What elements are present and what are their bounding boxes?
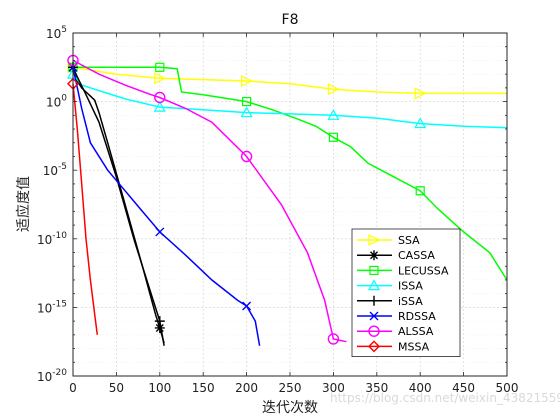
y-tick-label: 10-20 [37, 368, 67, 384]
data-point-issa [153, 100, 166, 112]
data-point-rdssa [155, 227, 165, 237]
legend-marker-issa [367, 279, 381, 291]
x-tick-label: 100 [148, 381, 171, 395]
legend-marker-ssa [368, 234, 381, 246]
legend-marker-rdssa [369, 311, 379, 321]
axis-ticks: 0 50 100 150 200 250 300 350 400 450 500 105 100 10-5… [37, 25, 518, 395]
x-tick-label: 350 [365, 381, 388, 395]
data-point-lecussa [328, 132, 338, 142]
legend-label-cassa: CASSA [398, 249, 435, 262]
legend-label-ssa: SSA [398, 234, 420, 247]
series-line-mssa [72, 83, 99, 335]
legend-item-ssa: SSA [357, 234, 420, 247]
data-point-alssa [240, 150, 253, 163]
x-tick-label: 500 [496, 381, 519, 395]
legend-label-issa: ISSA [398, 280, 423, 293]
data-point-cassa [154, 322, 165, 333]
x-axis-label: 迭代次数 [262, 400, 318, 416]
y-tick-label: 10-15 [37, 299, 67, 315]
y-tick-label: 100 [46, 94, 67, 110]
x-tick-label: 50 [109, 381, 124, 395]
data-point-issa [327, 109, 340, 120]
legend-label-mssa: MSSA [398, 340, 430, 353]
series-ssa [67, 61, 507, 100]
series-line-lecussa [73, 66, 508, 281]
y-tick-label: 105 [46, 25, 67, 41]
legend-marker-mssa [368, 340, 380, 353]
series-line-issa [72, 73, 508, 129]
legend-item-mssa: MSSA [357, 340, 430, 353]
series-issa [66, 67, 508, 129]
data-point-ssa [241, 75, 253, 87]
legend-label-rdssa: RDSSA [398, 310, 436, 323]
legend-item-rdssa: RDSSA [357, 310, 436, 323]
x-tick-label: 250 [279, 381, 302, 395]
series-line-alssa [72, 59, 347, 343]
watermark-text: https://blog.csdn.net/weixin_43821559 [330, 391, 560, 405]
data-point-issa [240, 106, 253, 118]
data-point-alssa [154, 91, 166, 104]
x-tick-label: 200 [235, 381, 258, 395]
data-point-alssa [327, 333, 340, 345]
legend-item-issa: iSSA [357, 295, 423, 308]
data-point-lecussa [242, 96, 252, 107]
data-point-issa [154, 316, 165, 327]
legend-item-issa: ISSA [357, 279, 423, 293]
x-tick-label: 400 [409, 381, 432, 395]
data-point-ssa [414, 87, 427, 100]
y-tick-label: 10-5 [43, 162, 67, 178]
series-line-issa [72, 66, 165, 346]
legend-marker-issa [369, 295, 379, 306]
legend-label-issa: iSSA [398, 295, 423, 308]
series-line-ssa [72, 66, 507, 95]
legend-label-alssa: ALSSA [398, 325, 434, 338]
chart-title: F8 [282, 12, 299, 28]
legend-item-alssa: ALSSA [357, 325, 434, 338]
series-line-cassa [72, 67, 165, 344]
legend-label-lecussa: LECUSSA [398, 264, 449, 277]
legend-marker-cassa [369, 250, 379, 261]
x-tick-label: 300 [322, 381, 345, 395]
series-lecussa [68, 62, 508, 281]
data-point-issa [414, 117, 427, 129]
data-point-rdssa [242, 301, 252, 311]
x-tick-label: 450 [452, 381, 475, 395]
legend-box [351, 228, 461, 357]
series-layer [66, 54, 508, 346]
legend-item-cassa: CASSA [357, 249, 435, 262]
x-tick-label: 150 [192, 381, 215, 395]
legend-marker-lecussa [369, 265, 379, 275]
x-tick-label: 0 [69, 381, 77, 395]
legend-marker-alssa [368, 325, 380, 337]
data-point-ssa [154, 72, 167, 85]
legend-item-lecussa: LECUSSA [357, 264, 449, 277]
legend: SSA CASSA LECUSSA ISSA iSSA RDSSA ALSSA MSSA [351, 228, 461, 357]
data-point-ssa [327, 83, 340, 96]
data-point-lecussa [415, 186, 425, 196]
y-axis-label: 适应度值 [15, 176, 32, 232]
y-tick-label: 10-10 [37, 231, 67, 247]
data-point-lecussa [155, 62, 165, 72]
